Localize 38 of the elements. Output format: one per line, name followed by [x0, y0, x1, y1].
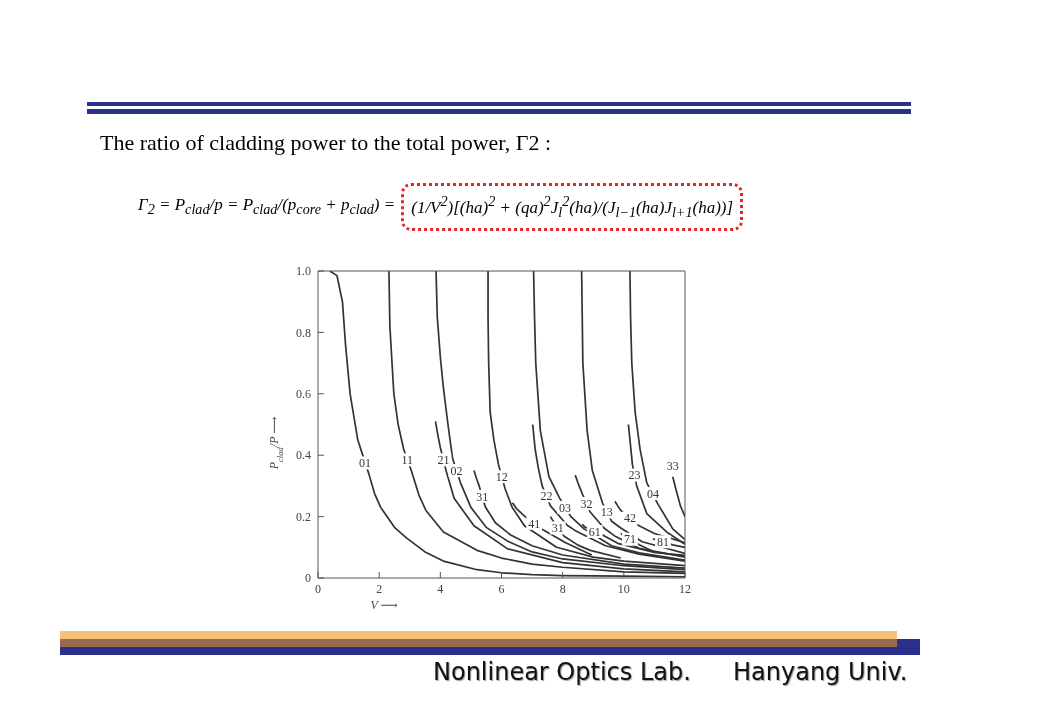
series-label: 81 — [656, 534, 669, 549]
y-tick-label: 0.2 — [296, 509, 311, 524]
series-label: 31 — [551, 521, 564, 536]
series-label: 71 — [623, 532, 636, 547]
text: Γ$_{2}$ = P$_{clad}$/p = P$_{clad}$/(p$_{core}$ + p$_{clad}$) = — [138, 195, 396, 218]
text: (1/V$^{2}$)[(ha)$^{2}$ + (qa)$^{2}$J$_{l}$$^{2}$(ha)/(J$_{l−1}$(ha)J$_{l+1}$(ha))] — [411, 193, 734, 221]
series-label: 31 — [476, 489, 489, 504]
x-tick-label: 0 — [315, 581, 321, 596]
series-label: 23 — [628, 468, 641, 483]
series-label: 42 — [623, 511, 636, 526]
series-label: 33 — [666, 458, 679, 473]
text: Nonlinear Optics Lab. — [433, 658, 691, 686]
series-label: 11 — [401, 453, 414, 468]
series-label: 01 — [359, 456, 372, 471]
series-label: 22 — [540, 489, 553, 504]
y-tick-label: 1.0 — [296, 264, 311, 279]
x-tick-label: 6 — [498, 581, 505, 596]
series-label: 41 — [528, 516, 541, 531]
series-label: 02 — [450, 463, 463, 478]
chart-title: The ratio of cladding power to the total power, Γ2 : — [100, 130, 552, 156]
x-tick-label: 8 — [559, 581, 566, 596]
series-label: 13 — [600, 505, 613, 520]
series-label: 12 — [495, 469, 508, 484]
series-label: 21 — [437, 453, 450, 468]
series-label: 32 — [580, 496, 593, 511]
x-tick-label: 4 — [437, 581, 444, 596]
y-tick-label: 0.4 — [296, 448, 311, 463]
x-tick-label: 10 — [617, 581, 630, 596]
x-tick-label: 2 — [376, 581, 383, 596]
text: Hanyang Univ. — [733, 658, 908, 686]
series-label: 03 — [559, 500, 572, 515]
x-axis-title: V ⟶ — [370, 598, 398, 612]
series-label: 61 — [588, 524, 601, 539]
series-label: 04 — [646, 486, 659, 501]
x-tick-label: 12 — [679, 581, 691, 596]
y-tick-label: 0.6 — [296, 387, 311, 402]
y-tick-label: 0.8 — [296, 325, 311, 340]
y-tick-label: 0 — [305, 571, 311, 586]
